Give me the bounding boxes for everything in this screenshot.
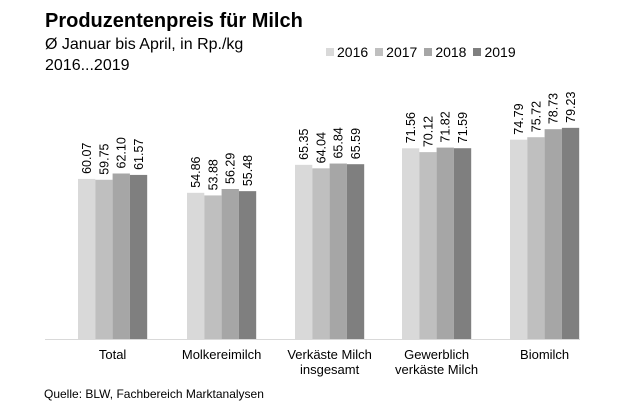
- bar-2016: [78, 178, 96, 339]
- chart-period: 2016...2019: [45, 57, 130, 74]
- chart-subtitle: Ø Januar bis April, in Rp./kg: [45, 36, 244, 53]
- legend-swatch-2018: [424, 48, 433, 56]
- legend-label-2019: 2019: [484, 44, 516, 60]
- bar-group: 65.35 64.04 65.84 65.59 Verkäste Milchinsges…: [287, 127, 372, 377]
- value-label: 59.75: [97, 143, 111, 174]
- legend-label-2016: 2016: [337, 44, 369, 60]
- bar-group: 60.07 59.75 62.10 61.57 Total: [78, 137, 148, 362]
- value-label: 62.10: [115, 137, 129, 168]
- bar-2016: [187, 192, 205, 339]
- bar-2018: [436, 147, 454, 339]
- value-label: 56.29: [224, 153, 238, 184]
- legend-swatch-2019: [473, 48, 482, 56]
- value-label: 71.56: [404, 112, 418, 143]
- bar-2017: [527, 137, 545, 339]
- value-label: 74.79: [512, 103, 526, 134]
- bar-2019: [453, 148, 472, 339]
- value-label: 55.48: [241, 155, 255, 186]
- category-label: Verkäste Milch: [287, 347, 372, 362]
- bar-2017: [95, 179, 113, 339]
- bar-2018: [221, 188, 239, 339]
- bar-2018: [112, 173, 130, 339]
- value-label: 53.88: [206, 159, 220, 190]
- bar-2016: [402, 148, 420, 339]
- value-label: 64.04: [314, 132, 328, 163]
- legend-item-2016: 2016: [326, 44, 368, 60]
- value-label: 78.73: [547, 93, 561, 124]
- bar-2019: [561, 127, 580, 339]
- bar-2016: [295, 164, 313, 339]
- bar-group: 74.79 75.72 78.73 79.23 Biomilch: [510, 92, 580, 362]
- value-label: 60.07: [80, 143, 94, 174]
- value-label: 65.84: [332, 127, 346, 158]
- legend-label-2017: 2017: [386, 44, 418, 60]
- bar-2019: [238, 191, 257, 339]
- bar-2017: [312, 168, 330, 339]
- legend-item-2019: 2019: [473, 44, 516, 60]
- value-label: 54.86: [189, 156, 203, 187]
- chart-title: Produzentenpreis für Milch: [45, 10, 303, 32]
- value-label: 71.59: [456, 112, 470, 143]
- bar-2018: [544, 129, 562, 339]
- legend-swatch-2017: [375, 48, 384, 56]
- legend: 2016 2017 2018 2019: [326, 44, 516, 60]
- legend-item-2017: 2017: [375, 44, 417, 60]
- value-label: 71.82: [439, 111, 453, 142]
- bar-2018: [329, 163, 347, 339]
- category-label: Biomilch: [520, 347, 569, 362]
- legend-item-2018: 2018: [424, 44, 466, 60]
- category-label: insgesamt: [300, 362, 360, 377]
- legend-label-2018: 2018: [435, 44, 467, 60]
- value-label: 75.72: [529, 101, 543, 132]
- bar-2019: [129, 174, 148, 339]
- bar-2017: [419, 152, 437, 339]
- category-label: Gewerblich: [404, 347, 469, 362]
- source-note: Quelle: BLW, Fachbereich Marktanalysen: [44, 387, 264, 401]
- category-label: Molkereimilch: [182, 347, 261, 362]
- value-label: 61.57: [132, 139, 146, 170]
- value-label: 65.35: [297, 129, 311, 160]
- category-label: Total: [99, 347, 127, 362]
- value-label: 70.12: [421, 116, 435, 147]
- bar-2019: [346, 164, 365, 339]
- legend-swatch-2016: [326, 48, 334, 56]
- value-label: 65.59: [349, 128, 363, 159]
- value-label: 79.23: [564, 92, 578, 123]
- bar-2017: [204, 195, 222, 339]
- category-label: verkäste Milch: [395, 362, 478, 377]
- bar-2016: [510, 139, 528, 339]
- bar-group: 54.86 53.88 56.29 55.48 Molkereimilch: [182, 153, 261, 362]
